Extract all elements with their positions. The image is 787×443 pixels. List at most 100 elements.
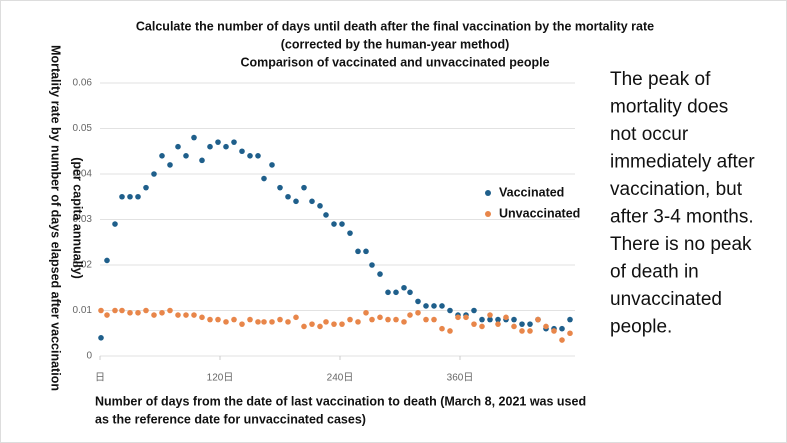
data-point [127, 309, 133, 316]
data-point [415, 309, 421, 316]
side-text: The peak of [610, 69, 711, 90]
data-point [191, 134, 197, 141]
y-tick-label: 0.03 [73, 214, 93, 225]
data-point [135, 193, 141, 200]
data-point [231, 139, 237, 145]
data-point [239, 321, 245, 327]
y-tick-label: 0.01 [73, 305, 93, 316]
data-point [487, 316, 493, 323]
data-point [104, 312, 110, 318]
data-point [527, 328, 533, 334]
legend-label: Unvaccinated [499, 206, 580, 220]
data-point [463, 314, 469, 321]
data-point [455, 314, 461, 321]
data-point [447, 328, 453, 334]
data-point [511, 323, 517, 330]
data-point [301, 323, 307, 330]
data-point [143, 184, 149, 191]
data-point [293, 314, 299, 321]
data-point [293, 198, 299, 205]
data-point [559, 337, 565, 343]
data-point [377, 314, 383, 321]
data-point [401, 319, 407, 325]
data-point [317, 203, 323, 209]
data-point [98, 335, 104, 341]
data-point [355, 319, 361, 325]
data-point [239, 148, 245, 155]
data-point [479, 323, 485, 330]
data-point [112, 307, 118, 314]
chart-title: (corrected by the human-year method) [281, 37, 510, 51]
y-tick-label: 0.06 [73, 78, 93, 89]
data-point [207, 143, 213, 150]
data-point [183, 312, 189, 318]
data-point [231, 316, 237, 323]
data-point [215, 316, 221, 323]
x-axis-title: Number of days from the date of last vac… [95, 394, 586, 408]
data-point [247, 316, 253, 323]
data-point [423, 316, 429, 323]
side-text: unvaccinated [610, 289, 722, 310]
data-point [261, 319, 267, 325]
data-point [377, 271, 383, 277]
data-point [431, 303, 437, 309]
data-point [363, 248, 369, 255]
data-point [369, 316, 375, 323]
data-point [479, 316, 485, 323]
data-point [447, 307, 453, 314]
data-point [567, 316, 573, 323]
data-point [431, 316, 437, 323]
data-point [191, 312, 197, 318]
data-point [119, 307, 125, 314]
data-point [215, 139, 221, 145]
x-tick-label: 360日 [447, 373, 474, 384]
data-point [119, 193, 125, 200]
data-point [309, 198, 315, 205]
data-point [255, 153, 261, 159]
side-text: mortality does [610, 97, 728, 118]
data-point [487, 312, 493, 318]
data-point [347, 316, 353, 323]
data-point [407, 289, 413, 296]
data-point [207, 316, 213, 323]
data-point [247, 153, 253, 159]
legend-label: Vaccinated [499, 185, 564, 199]
data-point [559, 325, 565, 332]
data-point [385, 289, 391, 296]
data-point [495, 316, 501, 323]
data-point [519, 328, 525, 334]
side-text: after 3-4 months. [610, 207, 754, 228]
side-text: people. [610, 317, 672, 338]
data-point [503, 314, 509, 321]
data-point [551, 328, 557, 334]
data-point [471, 321, 477, 327]
data-point [323, 319, 329, 325]
data-point [255, 319, 261, 325]
y-axis-title-line: Mortality rate by number of days elapsed… [49, 45, 63, 391]
data-point [369, 262, 375, 268]
data-point [339, 221, 345, 227]
data-point [543, 323, 549, 330]
data-point [355, 248, 361, 255]
data-point [439, 303, 445, 309]
data-point [223, 319, 229, 325]
data-point [285, 193, 291, 200]
data-point [439, 325, 445, 332]
data-point [104, 257, 110, 264]
data-point [317, 323, 323, 330]
y-tick-label: 0.05 [73, 123, 93, 134]
data-point [331, 221, 337, 227]
y-tick-label: 0.02 [73, 260, 93, 271]
data-point [112, 221, 118, 227]
x-tick-label: 120日 [207, 373, 234, 384]
data-point [135, 309, 141, 316]
side-text: vaccination, but [610, 179, 743, 200]
data-point [175, 143, 181, 150]
data-point [159, 309, 165, 316]
data-point [339, 321, 345, 327]
data-point [151, 171, 157, 177]
data-point [495, 321, 501, 327]
data-point [183, 153, 189, 159]
